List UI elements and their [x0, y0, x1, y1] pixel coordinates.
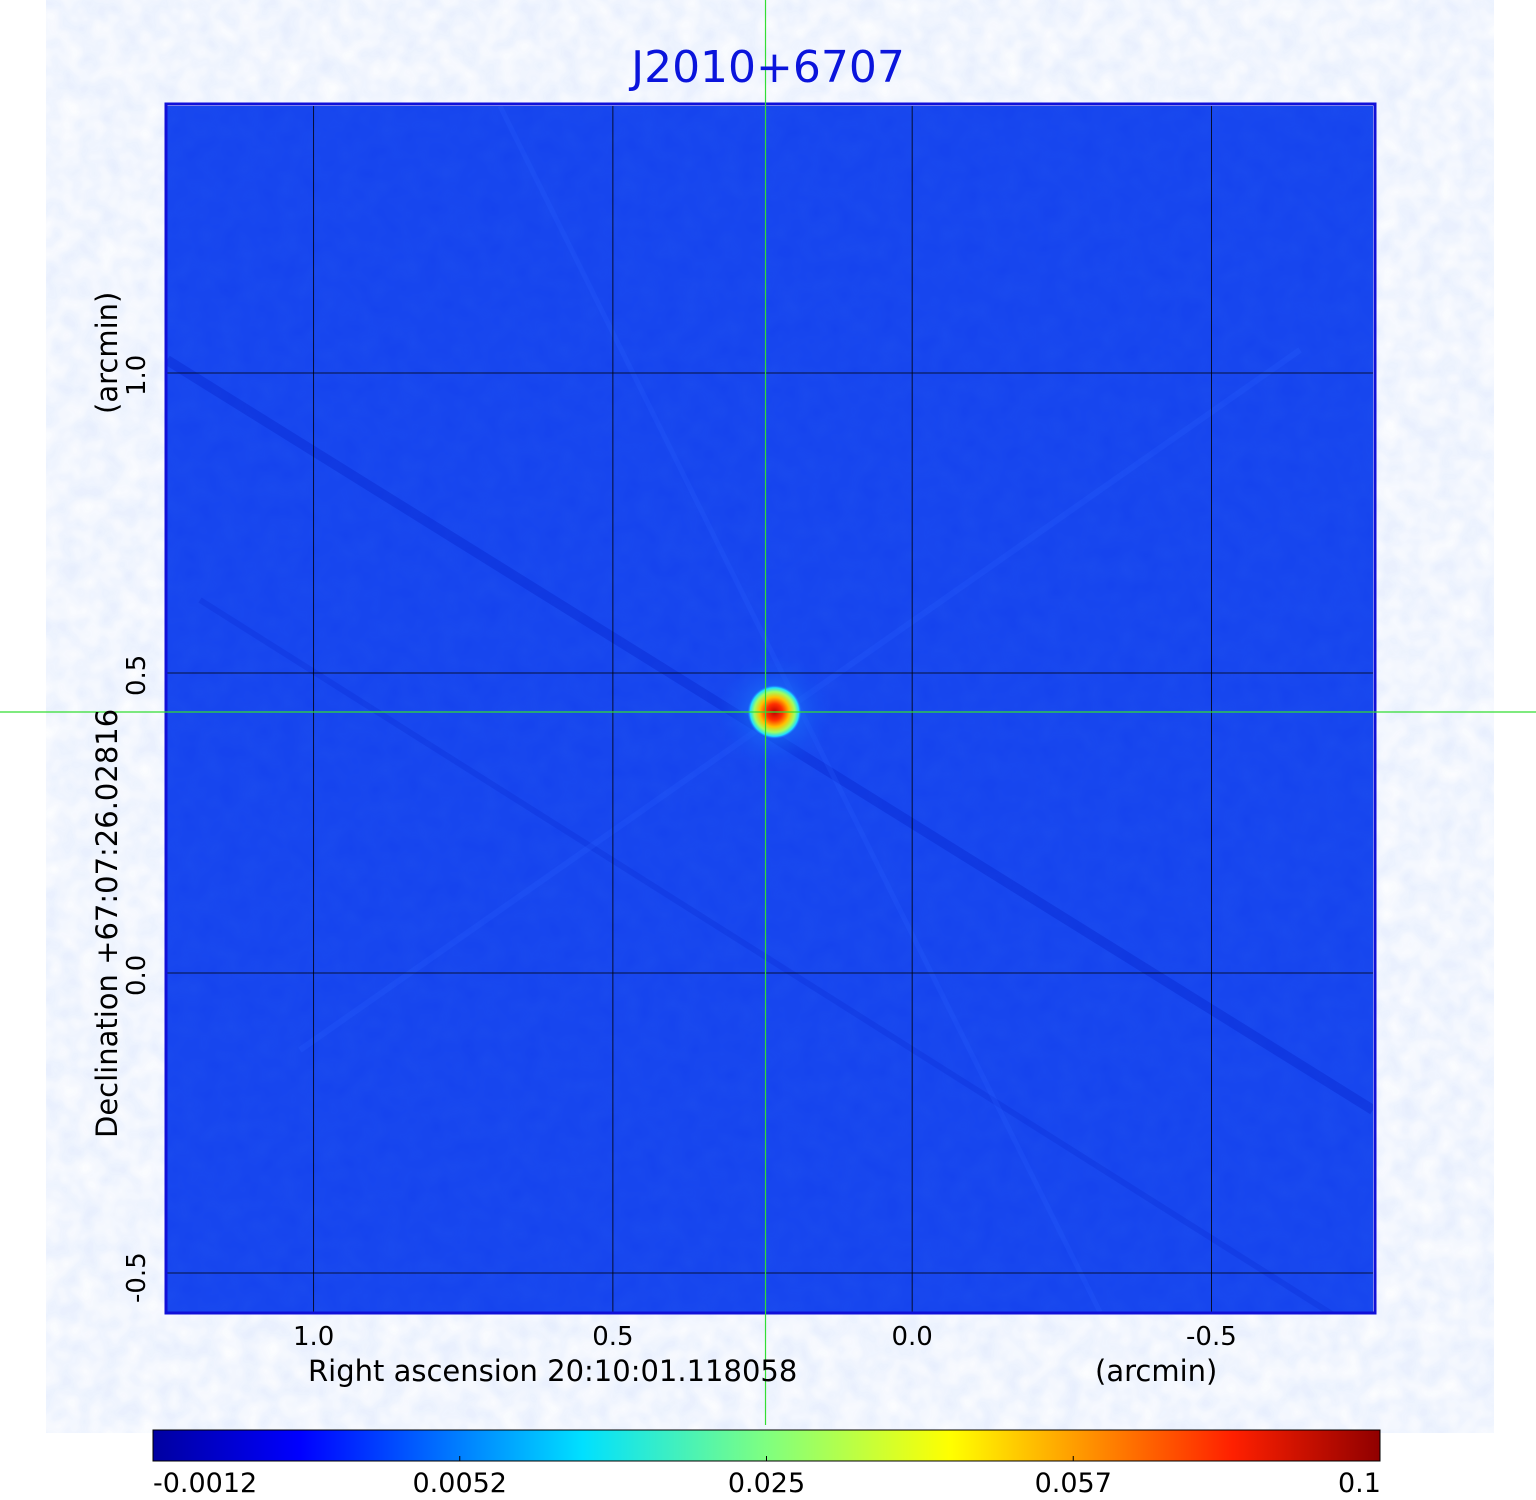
- x-axis-unit: (arcmin): [1095, 1354, 1218, 1388]
- colorbar-tick-label: -0.0012: [153, 1468, 258, 1499]
- colorbar-tick-label: 0.057: [1034, 1468, 1112, 1499]
- x-tick-label: 1.0: [292, 1322, 335, 1352]
- y-tick-label: 1.0: [122, 354, 152, 396]
- colorbar-ticks: [152, 1456, 1381, 1461]
- y-axis-label: Declination +67:07:26.02816: [90, 708, 124, 1138]
- x-tick-label: -0.5: [1186, 1322, 1237, 1352]
- chart-title: J2010+6707: [631, 42, 905, 93]
- colorbar-tick-label: 0.1: [1338, 1468, 1381, 1499]
- plot-frame: [164, 102, 1377, 1315]
- x-tick-label: 0.0: [891, 1322, 933, 1352]
- y-tick-label: 0.5: [122, 654, 152, 696]
- x-tick-label: 0.5: [592, 1322, 634, 1352]
- colorbar-tick-label: 0.0052: [412, 1468, 507, 1499]
- y-tick-label: -0.5: [122, 1252, 152, 1303]
- y-tick-label: 0.0: [122, 954, 152, 996]
- y-axis-unit: (arcmin): [90, 291, 124, 414]
- x-axis-label: Right ascension 20:10:01.118058: [308, 1354, 798, 1388]
- colorbar-tick-label: 0.025: [727, 1468, 806, 1499]
- grid-layer: [167, 106, 1373, 1312]
- sidelobe-streak: [198, 597, 1335, 1312]
